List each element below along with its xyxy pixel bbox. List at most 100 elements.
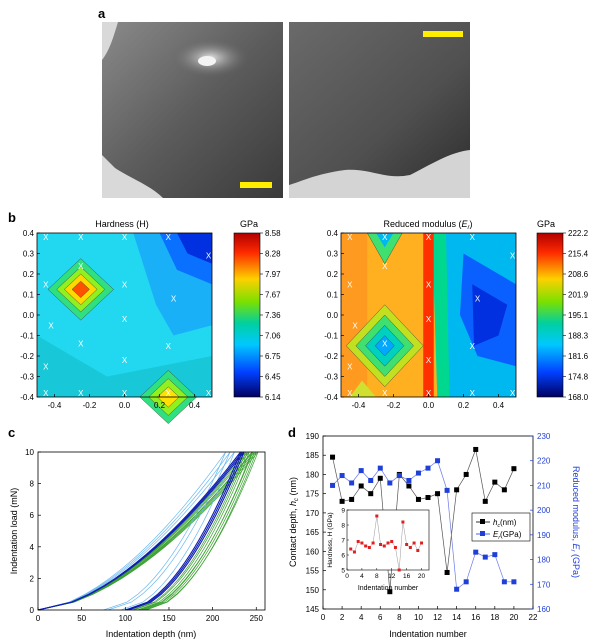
inset-point xyxy=(420,541,424,545)
y-tick-label: 0.3 xyxy=(327,250,339,259)
colorbar-tick-label: 6.75 xyxy=(265,352,281,361)
y-tick-label: -0.2 xyxy=(20,352,34,361)
y-tick-label: -0.4 xyxy=(324,393,338,402)
colorbar-tick-label: 208.6 xyxy=(568,270,589,279)
map-indent-marker: X xyxy=(426,280,432,289)
colorbar-tick-label: 168.0 xyxy=(568,393,589,402)
x-tick-label: 20 xyxy=(509,613,518,622)
y-tick-label: -0.1 xyxy=(20,332,34,341)
series-point xyxy=(511,579,517,585)
inset-point xyxy=(371,541,375,545)
y-tick-label: 4 xyxy=(30,543,35,552)
x-tick-label: -0.2 xyxy=(387,401,401,410)
x-tick-label: 0 xyxy=(321,613,326,622)
inset-point xyxy=(364,544,368,548)
map-indent-marker: X xyxy=(510,389,516,398)
series-point xyxy=(463,579,469,585)
series-point xyxy=(368,477,374,483)
inset-point xyxy=(408,546,412,549)
y-tick-label: -0.4 xyxy=(20,393,34,402)
map-indent-marker: X xyxy=(43,389,49,398)
inset-point xyxy=(360,541,364,545)
x-tick-label: 22 xyxy=(529,613,538,622)
d-xlabel: Indentation number xyxy=(389,629,467,639)
map-indent-marker: X xyxy=(382,262,388,271)
map-indent-marker: X xyxy=(426,233,432,242)
inset-point xyxy=(405,543,409,546)
inset-point xyxy=(390,540,394,543)
inset-point xyxy=(412,541,416,545)
inset-x-tick-label: 4 xyxy=(360,573,364,580)
series-point xyxy=(435,491,441,497)
x-tick-label: 4 xyxy=(359,613,364,622)
series-point xyxy=(339,498,345,504)
scale-bar-right xyxy=(423,31,463,37)
map-indent-marker: X xyxy=(166,233,172,242)
map-indent-marker: X xyxy=(78,233,84,242)
map-indent-marker: X xyxy=(510,252,516,261)
y-tick-label: -0.2 xyxy=(324,352,338,361)
y2-tick-label: 170 xyxy=(537,580,551,589)
series-point xyxy=(425,465,431,471)
modulus-colorbar xyxy=(536,232,564,398)
series-point xyxy=(330,482,336,488)
inset-point xyxy=(386,541,390,545)
series-point xyxy=(349,480,355,486)
map-indent-marker: X xyxy=(166,342,172,351)
colorbar-tick-label: 195.1 xyxy=(568,311,589,320)
colorbar-tick-label: 7.06 xyxy=(265,332,281,341)
map-indent-marker: X xyxy=(470,389,476,398)
inset-ylabel: Hardness, H (GPa) xyxy=(327,512,334,567)
modulus-map-title: Reduced modulus (Er) xyxy=(383,219,472,231)
inset-point xyxy=(379,543,383,546)
map-indent-marker: X xyxy=(43,362,49,371)
y-tick-label: -0.3 xyxy=(20,373,34,382)
colorbar-tick-label: 8.58 xyxy=(265,229,281,238)
series-point xyxy=(387,589,393,595)
series-point xyxy=(396,473,402,479)
load-depth-curve xyxy=(37,451,254,611)
colorbar-tick-label: 201.9 xyxy=(568,291,589,300)
modulus-map: Reduced modulus (Er) XXXXXXXXXXXXXXXXXXX… xyxy=(324,219,588,410)
series-point xyxy=(444,487,450,493)
y-tick-label: 190 xyxy=(306,432,320,441)
colorbar-tick-label: 181.6 xyxy=(568,352,589,361)
y-tick-label: -0.3 xyxy=(324,373,338,382)
x-tick-label: 0 xyxy=(36,614,41,623)
series-point xyxy=(473,549,479,555)
colorbar-tick-label: 174.8 xyxy=(568,373,589,382)
map-indent-marker: X xyxy=(475,295,481,304)
y2-tick-label: 220 xyxy=(537,457,551,466)
series-point xyxy=(349,496,355,502)
y-tick-label: 0.1 xyxy=(23,291,35,300)
inset-point xyxy=(393,546,397,549)
colorbar-tick-label: 6.45 xyxy=(265,373,281,382)
map-indent-marker: X xyxy=(78,340,84,349)
inset-point xyxy=(349,547,353,551)
series-point xyxy=(454,586,460,592)
inset-point xyxy=(356,540,360,543)
series-point xyxy=(492,479,498,485)
load-depth-curve xyxy=(37,451,245,611)
d-ylabel: Contact depth, hc (nm) xyxy=(288,477,300,567)
load-depth-curve xyxy=(37,451,231,611)
inset-xlabel: Indentation number xyxy=(358,585,419,592)
x-tick-label: 18 xyxy=(490,613,499,622)
map-indent-marker: X xyxy=(78,389,84,398)
load-depth-chart: 0 50 100 150 200 250 0 2 4 6 8 10 Indentation depth… xyxy=(9,448,266,639)
map-indent-marker: X xyxy=(382,233,388,242)
inset-y-tick-label: 6 xyxy=(341,553,345,560)
y-tick-label: 6 xyxy=(30,511,35,520)
y2-tick-label: 210 xyxy=(537,481,551,490)
y-tick-label: -0.1 xyxy=(324,332,338,341)
map-indent-marker: X xyxy=(122,389,128,398)
map-indent-marker: X xyxy=(206,252,212,261)
series-point xyxy=(501,579,507,585)
map-indent-marker: X xyxy=(122,280,128,289)
y-tick-label: 155 xyxy=(306,567,320,576)
map-indent-marker: X xyxy=(78,262,84,271)
map-indent-marker: X xyxy=(122,356,128,365)
c-ylabel: Indentation load (mN) xyxy=(9,488,19,575)
series-point xyxy=(444,569,450,575)
